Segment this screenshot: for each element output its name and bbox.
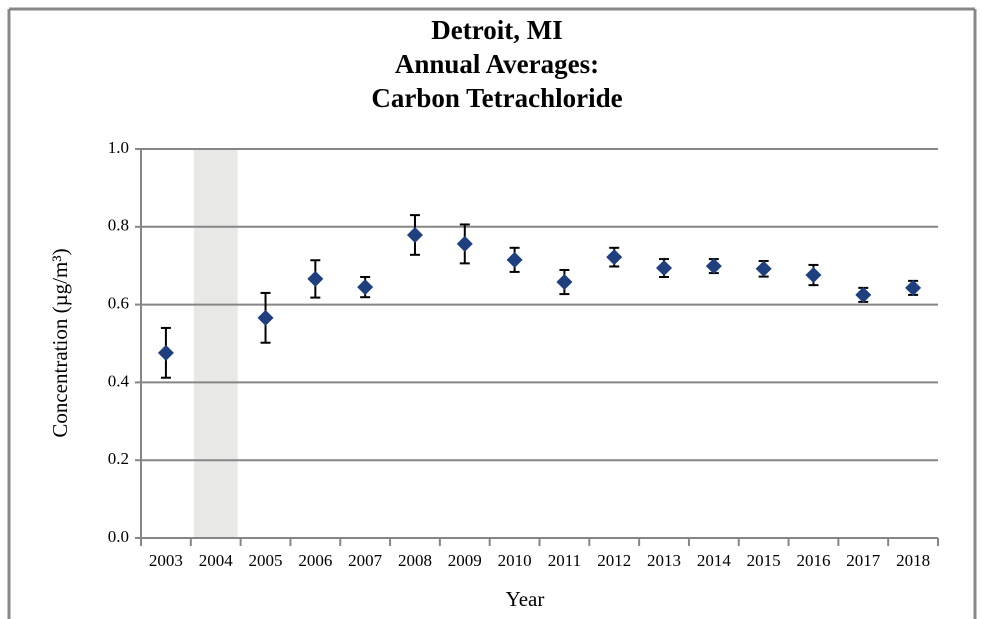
marker [755, 260, 772, 277]
y-tick-label: 0.0 [108, 527, 129, 546]
y-axis-title: Concentration (µg/m³) [48, 248, 72, 437]
x-tick-label: 2006 [298, 551, 332, 570]
x-tick-label: 2008 [398, 551, 432, 570]
x-tick-label: 2012 [597, 551, 631, 570]
marker [705, 258, 722, 275]
y-tick-label: 0.2 [108, 449, 129, 468]
marker [606, 249, 623, 266]
marker [157, 344, 174, 361]
x-tick-label: 2004 [199, 551, 234, 570]
x-tick-label: 2016 [796, 551, 830, 570]
chart-title: Annual Averages: [395, 49, 599, 79]
x-tick-label: 2014 [697, 551, 732, 570]
x-tick-label: 2003 [149, 551, 183, 570]
marker [406, 226, 423, 243]
x-tick-label: 2017 [846, 551, 881, 570]
marker [307, 270, 324, 287]
x-axis-title: Year [506, 587, 545, 611]
y-tick-label: 0.6 [108, 294, 129, 313]
marker [456, 235, 473, 252]
no-data-band [193, 149, 238, 538]
x-tick-label: 2007 [348, 551, 383, 570]
x-tick-label: 2009 [448, 551, 482, 570]
x-tick-label: 2011 [548, 551, 581, 570]
x-tick-label: 2018 [896, 551, 930, 570]
marker [506, 251, 523, 268]
marker [905, 279, 922, 296]
marker [357, 279, 374, 296]
marker [855, 286, 872, 303]
y-tick-label: 0.8 [108, 216, 129, 235]
chart-title: Carbon Tetrachloride [371, 83, 622, 113]
marker [556, 274, 573, 291]
x-tick-label: 2005 [249, 551, 283, 570]
x-tick-label: 2013 [647, 551, 681, 570]
x-tick-label: 2010 [498, 551, 532, 570]
marker [805, 267, 822, 284]
marker [257, 309, 274, 326]
x-tick-label: 2015 [747, 551, 781, 570]
marker [656, 260, 673, 277]
y-tick-label: 1.0 [108, 138, 129, 157]
y-tick-label: 0.4 [108, 371, 130, 390]
chart-title: Detroit, MI [431, 15, 562, 45]
